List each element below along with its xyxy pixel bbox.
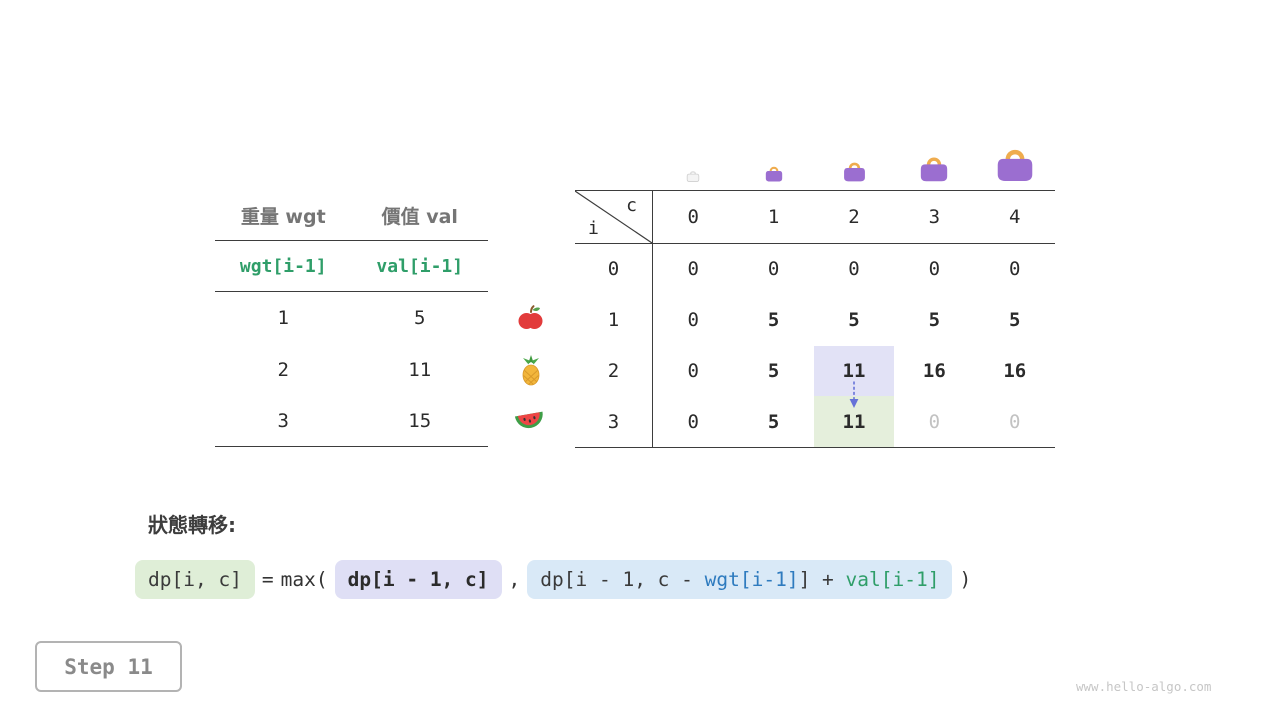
formula-close-paren: ) — [959, 568, 972, 591]
dp-cell-2-0: 0 — [687, 359, 699, 382]
formula-option2-box: dp[i - 1, c - wgt[i-1]] + val[i-1] — [527, 560, 953, 599]
value-column-header: 價值 val — [381, 205, 458, 228]
dp-cell-1-0: 0 — [687, 309, 699, 332]
dp-row-0: 0 0 0 0 0 0 — [575, 244, 1055, 295]
bag-capacity-1-icon — [764, 164, 784, 182]
dp-cell-0-2: 0 — [848, 258, 860, 281]
bag-capacity-4-icon — [994, 144, 1036, 182]
dp-row-1: 1 0 5 5 5 5 — [575, 294, 1055, 346]
dp-row-header-0: 0 — [575, 244, 653, 295]
dp-cell-2-2-source-highlight: 11 — [813, 345, 895, 397]
dp-cell-1-2: 5 — [848, 309, 860, 332]
dp-row-3: 3 0 5 11 0 0 — [575, 396, 1055, 447]
dp-col-header-0: 0 — [687, 206, 699, 228]
item-3-value: 15 — [408, 409, 432, 432]
dp-row-2: 2 0 5 11 16 16 — [575, 345, 1055, 397]
item-2-weight: 2 — [277, 358, 289, 381]
dp-col-header-4: 4 — [1009, 206, 1021, 228]
item-2-value: 11 — [408, 358, 432, 381]
items-table-header-row: 重量 wgt 價值 val — [215, 190, 488, 241]
state-transition-formula: dp[i, c] = max( dp[i - 1, c] , dp[i - 1,… — [135, 560, 971, 599]
dp-cell-0-0: 0 — [687, 258, 699, 281]
formula-option1-box: dp[i - 1, c] — [334, 560, 502, 599]
formula-lhs-box: dp[i, c] — [135, 560, 255, 599]
state-transition-heading: 狀態轉移: — [148, 513, 236, 537]
dp-col-header-2: 2 — [848, 206, 860, 228]
dp-row-header-3: 3 — [575, 396, 653, 447]
items-table: 重量 wgt 價值 val wgt[i-1] val[i-1] 1 5 2 11… — [215, 190, 488, 447]
formula-option2-mid: ] + — [798, 568, 846, 591]
formula-max-open: max( — [280, 568, 328, 591]
dp-corner-cell: c i — [575, 191, 653, 243]
bag-capacity-2-icon — [842, 159, 867, 182]
bag-capacity-3-icon — [918, 153, 950, 182]
capacity-axis-label: c — [626, 195, 637, 216]
val-formula-cell: val[i-1] — [376, 255, 464, 277]
dp-cell-2-4: 16 — [1003, 359, 1027, 382]
wgt-formula-cell: wgt[i-1] — [239, 255, 327, 277]
watermelon-icon — [514, 410, 547, 434]
pineapple-icon — [518, 355, 544, 386]
dp-row-header-2: 2 — [575, 345, 653, 397]
dp-cell-0-4: 0 — [1009, 258, 1021, 281]
state-transfer-arrow-icon — [846, 380, 862, 410]
step-indicator: Step 11 — [35, 641, 182, 692]
dp-header-row: c i 0 1 2 3 4 — [575, 191, 1055, 244]
dp-cell-2-1: 5 — [767, 359, 780, 382]
dp-cell-0-1: 0 — [767, 258, 780, 281]
formula-comma: , — [508, 568, 521, 591]
dp-cell-3-1: 5 — [767, 410, 780, 433]
item-row-2: 2 11 — [215, 344, 488, 395]
dp-cell-2-3: 16 — [922, 359, 946, 382]
item-axis-label: i — [588, 218, 599, 239]
items-table-formula-row: wgt[i-1] val[i-1] — [215, 241, 488, 292]
dp-row-header-1: 1 — [575, 294, 653, 346]
dp-cell-3-4: 0 — [1009, 410, 1021, 433]
apple-icon — [517, 304, 544, 332]
item-row-1: 1 5 — [215, 292, 488, 344]
step-label: Step 11 — [64, 654, 153, 679]
formula-equals: = — [261, 568, 274, 591]
bag-capacity-0-icon — [686, 169, 700, 182]
dp-cell-1-1: 5 — [767, 309, 780, 332]
item-1-weight: 1 — [277, 307, 289, 329]
dp-col-header-3: 3 — [928, 206, 941, 228]
dp-table: c i 0 1 2 3 4 0 0 0 0 0 0 1 0 5 5 5 5 2 — [575, 190, 1055, 448]
dp-cell-1-3: 5 — [928, 309, 941, 332]
formula-option2-val: val[i-1] — [845, 568, 940, 591]
formula-option2-prefix: dp[i - 1, c - — [540, 568, 705, 591]
item-1-value: 5 — [414, 307, 426, 329]
dp-cell-3-0: 0 — [687, 410, 699, 433]
dp-col-header-1: 1 — [767, 206, 780, 228]
corner-diagonal-line — [575, 191, 652, 243]
dp-cell-0-3: 0 — [928, 258, 941, 281]
dp-cell-3-3: 0 — [928, 410, 941, 433]
item-row-3: 3 15 — [215, 395, 488, 446]
formula-option2-wgt: wgt[i-1] — [704, 568, 799, 591]
watermark: www.hello-algo.com — [1076, 679, 1212, 694]
item-3-weight: 3 — [277, 409, 289, 432]
weight-column-header: 重量 wgt — [240, 205, 326, 228]
dp-cell-1-4: 5 — [1009, 309, 1021, 332]
